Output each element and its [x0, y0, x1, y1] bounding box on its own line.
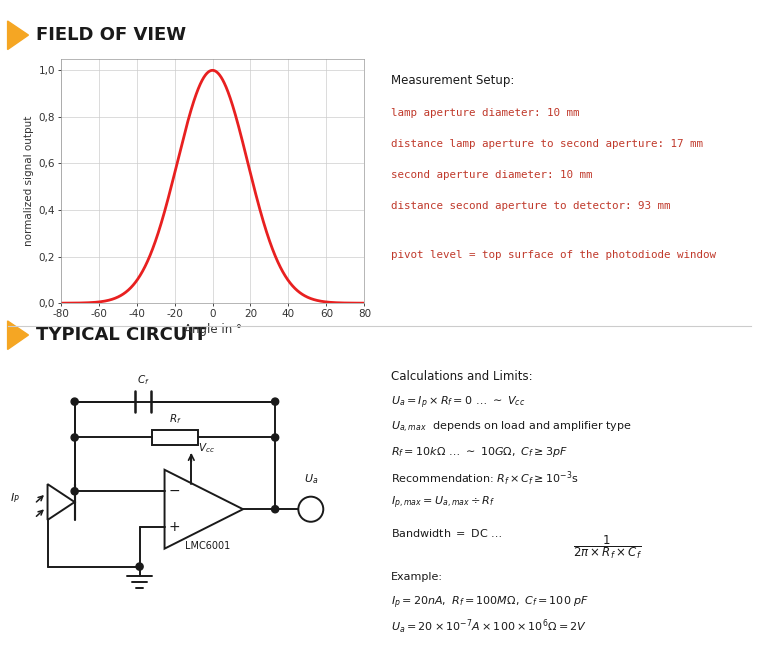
Text: $R_f = 10k\Omega\ \ldots\ \sim\ 10G\Omega,\ C_f \geq 3pF$: $R_f = 10k\Omega\ \ldots\ \sim\ 10G\Omeg… [391, 445, 568, 459]
Text: distance second aperture to detector: 93 mm: distance second aperture to detector: 93… [391, 201, 670, 211]
Text: +: + [168, 520, 181, 534]
Bar [152, 430, 198, 445]
Text: $I_p = 20nA,\ R_f = 100M\Omega,\ C_f = 100\ pF$: $I_p = 20nA,\ R_f = 100M\Omega,\ C_f = 1… [391, 595, 589, 611]
Polygon shape [8, 21, 29, 50]
Circle shape [272, 434, 279, 441]
Text: Bandwidth $=$ DC $\ldots$: Bandwidth $=$ DC $\ldots$ [391, 527, 502, 539]
Text: LMC6001: LMC6001 [184, 541, 230, 551]
Text: pivot level = top surface of the photodiode window: pivot level = top surface of the photodi… [391, 250, 716, 260]
Text: Recommendation: $R_f \times C_f \geq 10^{-3}$s: Recommendation: $R_f \times C_f \geq 10^… [391, 470, 578, 488]
X-axis label: Angle in °: Angle in ° [184, 323, 241, 336]
Text: Example:: Example: [391, 572, 442, 582]
Circle shape [71, 488, 78, 495]
Text: $\dfrac{1}{2\pi \times R_f \times C_f}$: $\dfrac{1}{2\pi \times R_f \times C_f}$ [573, 533, 642, 561]
Text: $U_a = I_p \times R_f = 0\ \ldots\ \sim\ V_{cc}$: $U_a = I_p \times R_f = 0\ \ldots\ \sim\… [391, 395, 525, 411]
Text: $U_{a,max}$  depends on load and amplifier type: $U_{a,max}$ depends on load and amplifie… [391, 420, 631, 435]
Text: $C_f$: $C_f$ [137, 373, 150, 387]
Text: $R_f$: $R_f$ [168, 412, 181, 426]
Y-axis label: normalized signal output: normalized signal output [24, 116, 34, 246]
Text: second aperture diameter: 10 mm: second aperture diameter: 10 mm [391, 170, 592, 180]
Text: Measurement Setup:: Measurement Setup: [391, 74, 514, 87]
Text: $I_{p,max} = U_{a,max} \div R_f$: $I_{p,max} = U_{a,max} \div R_f$ [391, 495, 495, 511]
Text: FIELD OF VIEW: FIELD OF VIEW [36, 26, 186, 44]
Text: −: − [168, 484, 181, 498]
Text: lamp aperture diameter: 10 mm: lamp aperture diameter: 10 mm [391, 108, 579, 118]
Text: $U_a$: $U_a$ [304, 472, 318, 486]
Text: $U_a = 20 \times 10^{-7}A \times 100 \times 10^{6}\Omega = 2V$: $U_a = 20 \times 10^{-7}A \times 100 \ti… [391, 617, 587, 636]
Text: distance lamp aperture to second aperture: 17 mm: distance lamp aperture to second apertur… [391, 139, 703, 149]
Text: $I_P$: $I_P$ [11, 492, 20, 505]
Text: TYPICAL CIRCUIT: TYPICAL CIRCUIT [36, 326, 206, 344]
Circle shape [71, 434, 78, 441]
Polygon shape [8, 321, 29, 349]
Text: Calculations and Limits:: Calculations and Limits: [391, 370, 532, 383]
Circle shape [71, 398, 78, 405]
Circle shape [272, 398, 279, 405]
Circle shape [272, 505, 279, 512]
Text: $V_{cc}$: $V_{cc}$ [198, 441, 215, 455]
Circle shape [136, 563, 143, 570]
